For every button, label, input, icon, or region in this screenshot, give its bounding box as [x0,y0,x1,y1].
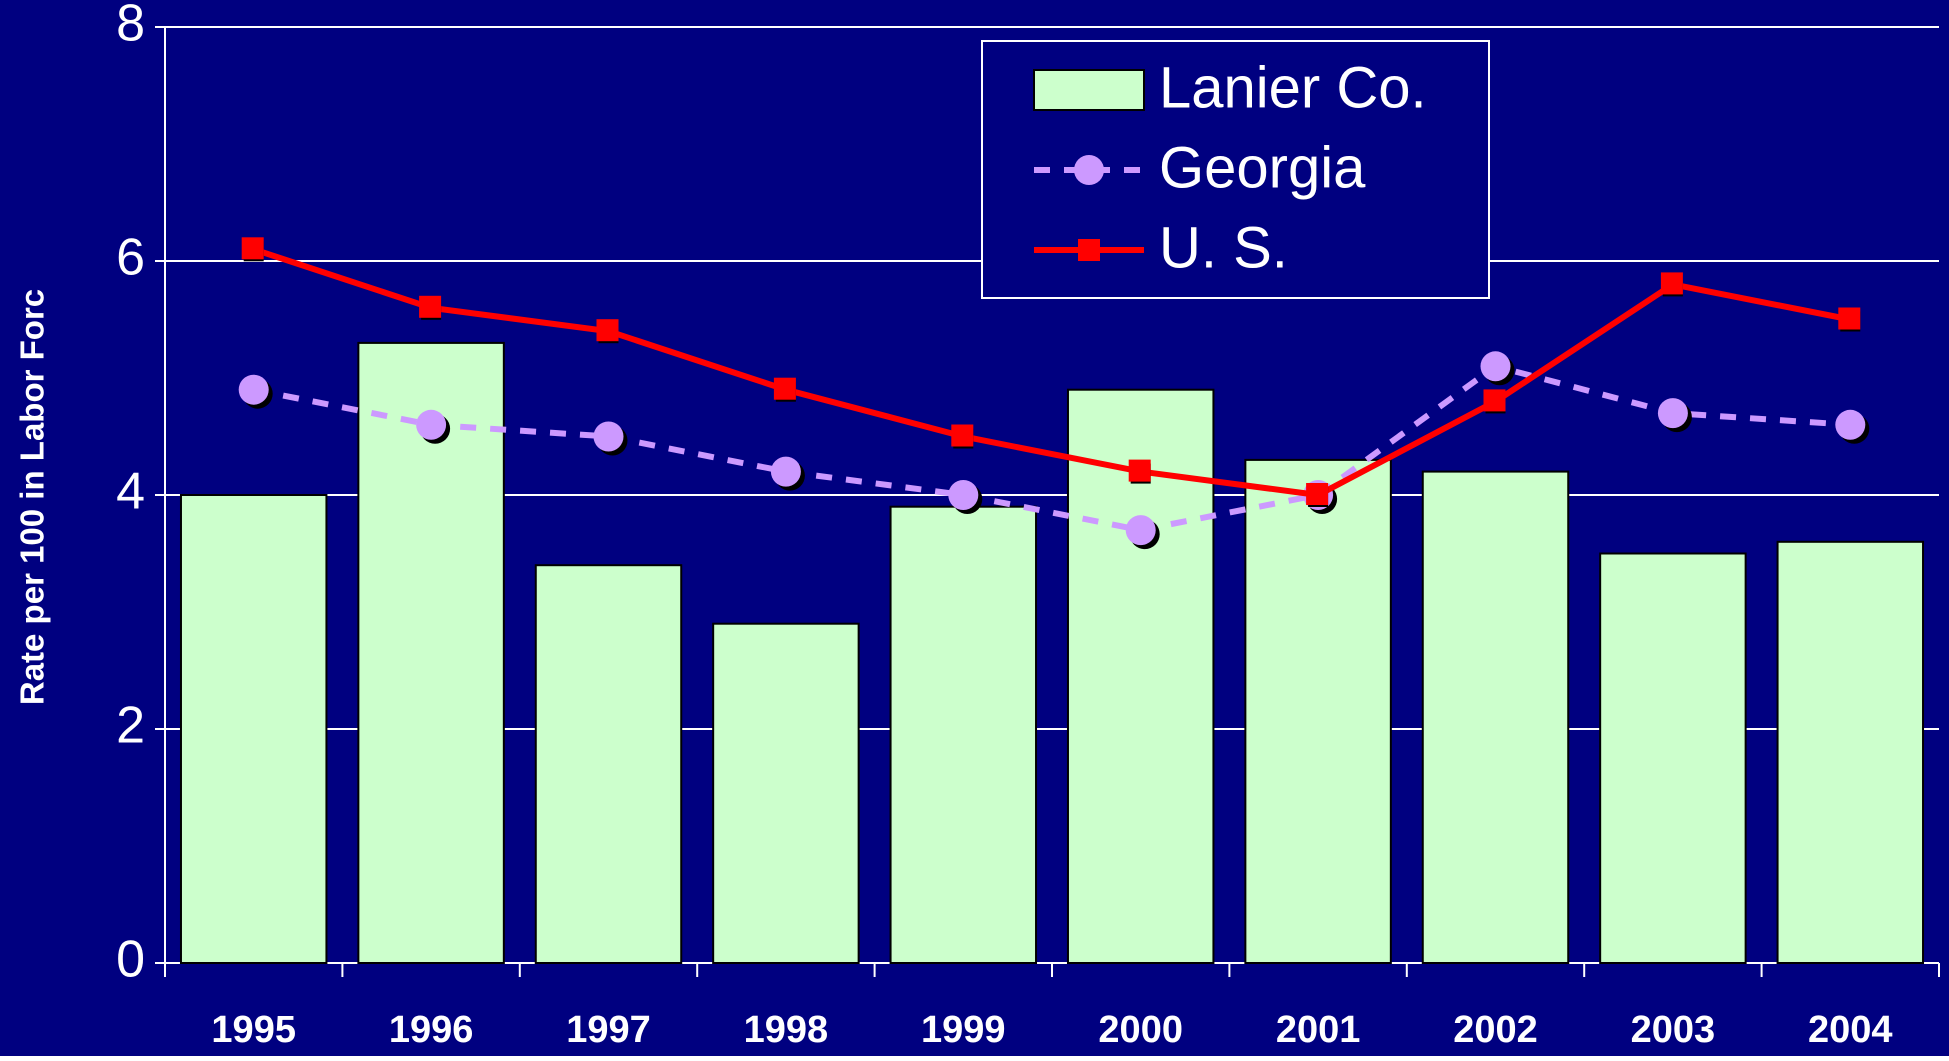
x-tick-label: 1995 [211,1009,296,1051]
x-tick-label: 1997 [566,1009,651,1051]
x-tick-label: 2003 [1631,1009,1716,1051]
marker [416,409,447,440]
legend-marker [1074,155,1104,185]
legend-marker [1078,239,1100,261]
legend-label: Lanier Co. [1159,55,1427,120]
marker [770,456,801,487]
bar [1421,470,1570,964]
marker [1125,515,1156,546]
marker [419,295,442,318]
legend-swatch [1033,69,1145,111]
y-tick-label: 4 [116,463,145,521]
line [253,363,1851,534]
marker [238,374,269,405]
marker [1483,389,1506,412]
bar [1776,540,1925,964]
y-axis-title: Rate per 100 in Labor Forc [14,289,51,705]
y-tick-label: 6 [116,229,145,287]
marker [951,424,974,447]
marker [948,480,979,510]
marker [1306,483,1329,505]
marker [773,377,796,400]
marker [1480,351,1511,382]
bar [1066,388,1215,964]
marker [1838,307,1861,330]
marker [1657,398,1688,429]
bar [712,622,860,964]
bar [1599,552,1747,964]
marker [241,237,264,260]
x-tick-label: 1996 [389,1009,474,1051]
legend-label: U. S. [1159,215,1288,280]
marker [1128,459,1151,482]
marker [1660,272,1683,295]
bar [357,341,505,964]
y-tick-label: 2 [116,697,145,755]
bar [179,494,328,964]
legend-label: Georgia [1159,135,1366,200]
marker [593,421,624,452]
bar [889,505,1038,964]
marker [1835,409,1866,440]
x-tick-label: 1999 [921,1009,1006,1051]
line [252,246,1851,499]
y-tick-label: 8 [116,0,145,53]
x-tick-label: 2000 [1098,1009,1183,1051]
x-tick-label: 1998 [744,1009,829,1051]
bar [1244,458,1392,964]
x-tick-label: 2004 [1808,1009,1893,1051]
bar [534,564,683,964]
y-tick-label: 0 [116,931,145,989]
x-tick-label: 2002 [1453,1009,1538,1051]
marker [596,319,619,342]
x-tick-label: 2001 [1276,1009,1361,1051]
